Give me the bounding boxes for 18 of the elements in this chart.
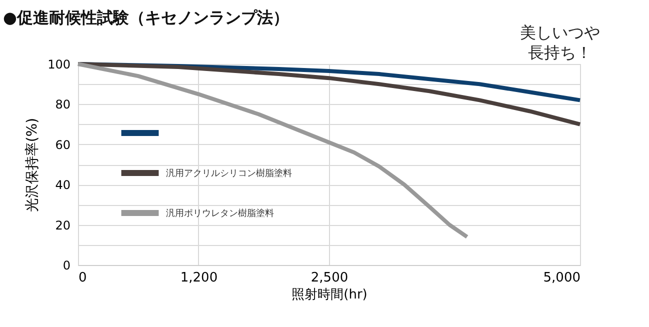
- x-tick-label: 2,500: [310, 270, 348, 286]
- y-axis-title: 光沢保持率(%): [24, 118, 41, 212]
- line-series: [76, 62, 470, 239]
- legend-label: 汎用ポリウレタン樹脂塗料: [166, 208, 274, 219]
- y-tick-label: 20: [55, 218, 70, 232]
- text: 美しいつや長持ち！: [520, 23, 600, 62]
- y-tick-label: 80: [55, 98, 70, 112]
- y-tick-label: 100: [48, 58, 70, 72]
- x-tick-label: 5,000: [543, 270, 580, 286]
- line-series: [76, 62, 582, 126]
- y-tick-label: 0: [62, 258, 70, 272]
- legend-label: 汎用アクリルシリコン樹脂塗料: [166, 168, 292, 179]
- x-tick-label: 0: [78, 270, 87, 286]
- x-tick-label: 1,200: [180, 270, 218, 286]
- x-axis-title: 照射時間(hr): [292, 288, 368, 302]
- chart-title: ●促進耐候性試験（キセノンランプ法）: [3, 8, 289, 27]
- y-tick-label: 40: [55, 178, 70, 192]
- y-tick-label: 60: [55, 138, 70, 152]
